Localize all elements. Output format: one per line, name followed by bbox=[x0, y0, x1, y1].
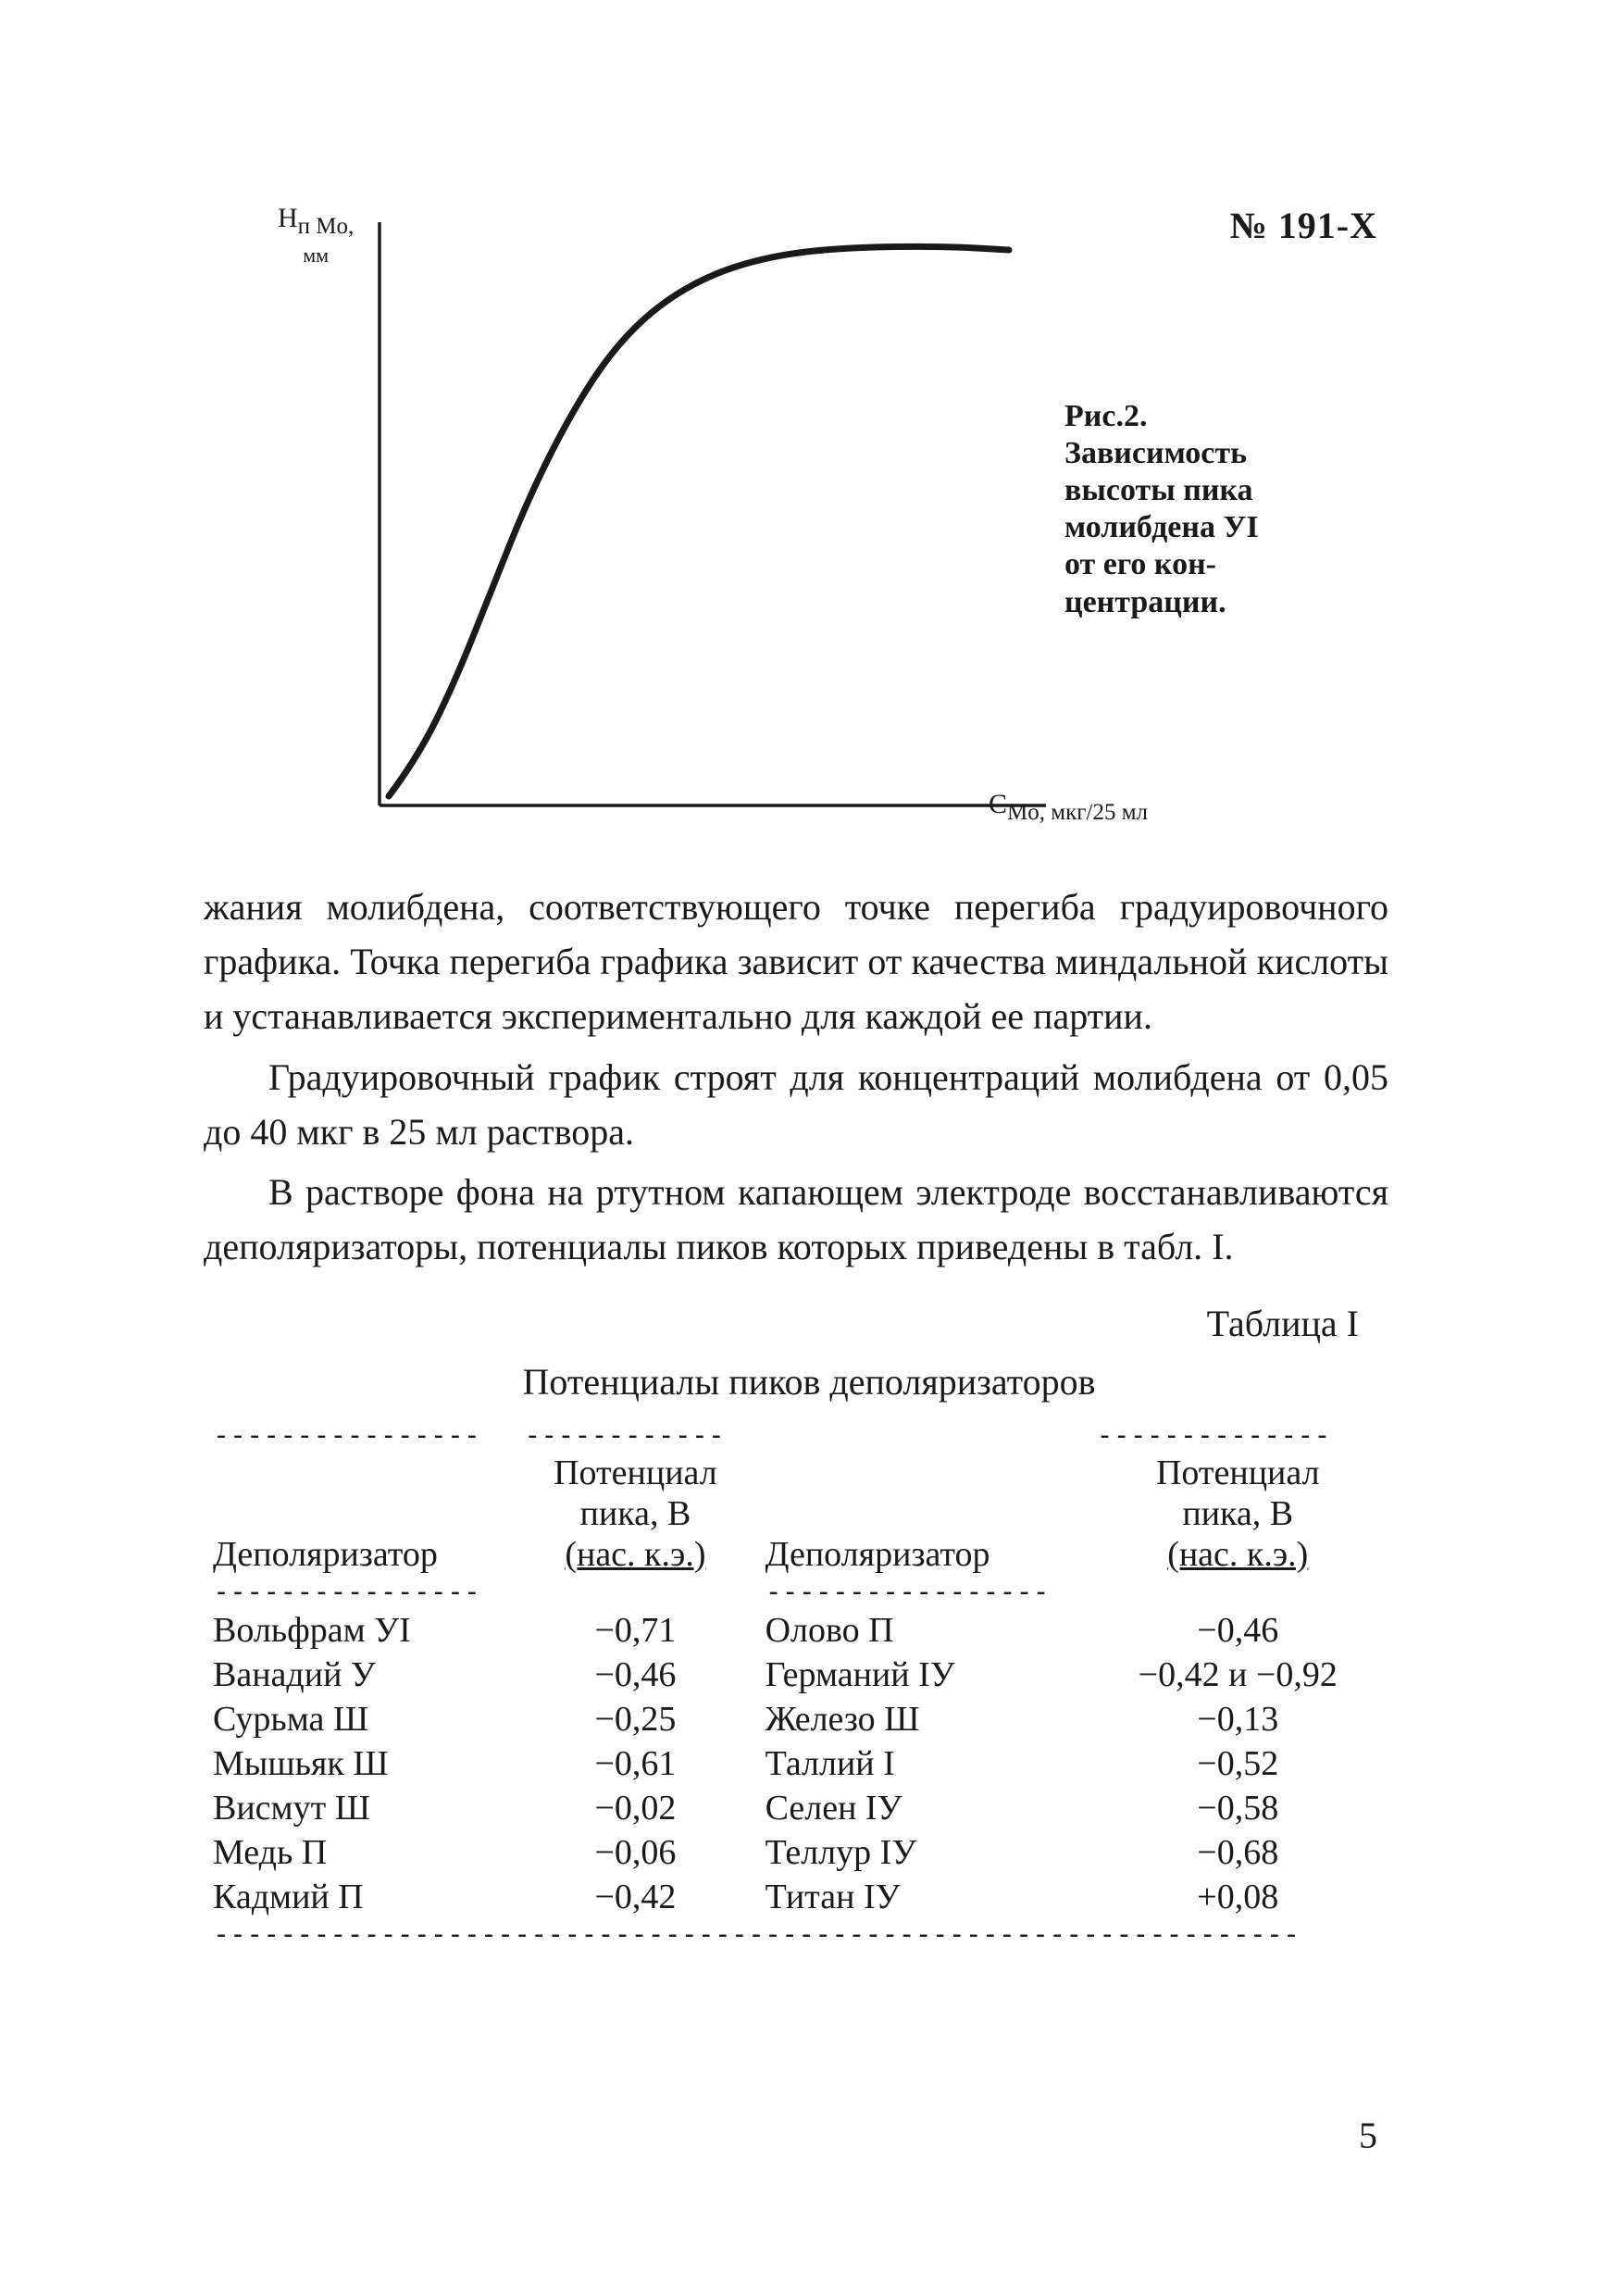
cell-potential-left: −0,02 bbox=[515, 1786, 755, 1830]
th2-c: (нас. к.э.) bbox=[565, 1535, 705, 1574]
cell-depolarizer-left: Мышьяк Ш bbox=[204, 1741, 515, 1786]
table-row: Висмут Ш−0,02Селен IУ−0,58 bbox=[204, 1786, 1388, 1830]
table-header-col1: Деполяризатор bbox=[204, 1452, 515, 1577]
caption-line-6: центрации. bbox=[1064, 585, 1226, 619]
cell-depolarizer-right: Германий IУ bbox=[756, 1653, 1088, 1697]
table-row: Мышьяк Ш−0,61Таллий I−0,52 bbox=[204, 1741, 1388, 1786]
cell-depolarizer-right: Железо Ш bbox=[756, 1697, 1088, 1741]
table-label: Таблица I bbox=[204, 1302, 1414, 1345]
cell-potential-right: −0,46 bbox=[1088, 1608, 1388, 1653]
cell-potential-right: −0,42 и −0,92 bbox=[1088, 1653, 1388, 1697]
cell-potential-right: −0,13 bbox=[1088, 1697, 1388, 1741]
table-row: Ванадий У−0,46Германий IУ−0,42 и −0,92 bbox=[204, 1653, 1388, 1697]
cell-depolarizer-right: Селен IУ bbox=[756, 1786, 1088, 1830]
table-header-col3: Деполяризатор bbox=[756, 1452, 1088, 1577]
cell-depolarizer-left: Ванадий У bbox=[204, 1653, 515, 1697]
chart-x-axis-label: CMo, мкг/25 мл bbox=[989, 789, 1148, 826]
x-label-main: C bbox=[989, 789, 1007, 819]
table-row: Сурьма Ш−0,25Железо Ш−0,13 bbox=[204, 1697, 1388, 1741]
figure-2: Hп Mo, мм CMo, мкг/25 мл Рис.2. Зависимо… bbox=[241, 185, 1259, 852]
cell-potential-right: −0,68 bbox=[1088, 1830, 1388, 1875]
caption-line-4: молибдена УI bbox=[1064, 510, 1259, 544]
cell-depolarizer-left: Медь П bbox=[204, 1830, 515, 1875]
page-number: 5 bbox=[1359, 2114, 1377, 2157]
th2-b: пика, В bbox=[580, 1494, 691, 1533]
caption-line-5: от его кон- bbox=[1064, 547, 1216, 581]
cell-depolarizer-right: Таллий I bbox=[756, 1741, 1088, 1786]
table-footer-rule: ----------------------------------------… bbox=[204, 1919, 1388, 1951]
depolarizer-table: ---------------- ------------ ----------… bbox=[204, 1420, 1388, 1951]
cell-potential-left: −0,46 bbox=[515, 1653, 755, 1697]
figure-caption: Рис.2. Зависимость высоты пика молибдена… bbox=[1064, 398, 1370, 621]
table-header-rule-top: ---------------- ------------ ----------… bbox=[204, 1420, 1388, 1452]
cell-depolarizer-left: Висмут Ш bbox=[204, 1786, 515, 1830]
table-row: Медь П−0,06Теллур IУ−0,68 bbox=[204, 1830, 1388, 1875]
paragraph-1: жания молибдена, соответствующего точке … bbox=[204, 880, 1388, 1044]
cell-depolarizer-right: Олово П bbox=[756, 1608, 1088, 1653]
table-header-col4: Потенциал пика, В (нас. к.э.) bbox=[1088, 1452, 1388, 1577]
chart-svg bbox=[305, 204, 1139, 833]
cell-depolarizer-right: Титан IУ bbox=[756, 1875, 1088, 1919]
caption-line-3: высоты пика bbox=[1064, 473, 1253, 507]
cell-depolarizer-left: Вольфрам УI bbox=[204, 1608, 515, 1653]
y-label-main: H bbox=[278, 203, 298, 233]
cell-potential-left: −0,42 bbox=[515, 1875, 755, 1919]
table-row: Вольфрам УI−0,71Олово П−0,46 bbox=[204, 1608, 1388, 1653]
paragraph-2: Градуировочный график строят для концент… bbox=[204, 1050, 1388, 1159]
th4-c: (нас. к.э.) bbox=[1167, 1535, 1308, 1574]
cell-potential-right: −0,58 bbox=[1088, 1786, 1388, 1830]
paragraph-3: В растворе фона на ртутном капающем элек… bbox=[204, 1165, 1388, 1274]
caption-line-2: Зависимость bbox=[1064, 436, 1247, 470]
table-header-row: Деполяризатор Потенциал пика, В (нас. к.… bbox=[204, 1452, 1388, 1577]
page: № 191-X Hп Mo, мм CMo, мкг/25 мл Рис.2. … bbox=[0, 0, 1618, 2296]
cell-potential-left: −0,06 bbox=[515, 1830, 755, 1875]
th4-a: Потенциал bbox=[1156, 1454, 1320, 1492]
cell-depolarizer-left: Кадмий П bbox=[204, 1875, 515, 1919]
cell-potential-right: −0,52 bbox=[1088, 1741, 1388, 1786]
body-text: жания молибдена, соответствующего точке … bbox=[204, 880, 1388, 1274]
th2-a: Потенциал bbox=[554, 1454, 717, 1492]
table-row: Кадмий П−0,42Титан IУ+0,08 bbox=[204, 1875, 1388, 1919]
th4-b: пика, В bbox=[1182, 1494, 1293, 1533]
cell-potential-left: −0,71 bbox=[515, 1608, 755, 1653]
x-label-sub: Mo, мкг/25 мл bbox=[1007, 800, 1148, 825]
cell-potential-left: −0,61 bbox=[515, 1741, 755, 1786]
table-header-col2: Потенциал пика, В (нас. к.э.) bbox=[515, 1452, 755, 1577]
cell-depolarizer-right: Теллур IУ bbox=[756, 1830, 1088, 1875]
table-header-rule-bottom: ---------------- ----------------- bbox=[204, 1577, 1388, 1608]
cell-potential-left: −0,25 bbox=[515, 1697, 755, 1741]
cell-depolarizer-left: Сурьма Ш bbox=[204, 1697, 515, 1741]
table-title: Потенциалы пиков деполяризаторов bbox=[204, 1360, 1414, 1404]
table-body: Вольфрам УI−0,71Олово П−0,46Ванадий У−0,… bbox=[204, 1608, 1388, 1919]
caption-line-1: Рис.2. bbox=[1064, 399, 1147, 433]
cell-potential-right: +0,08 bbox=[1088, 1875, 1388, 1919]
